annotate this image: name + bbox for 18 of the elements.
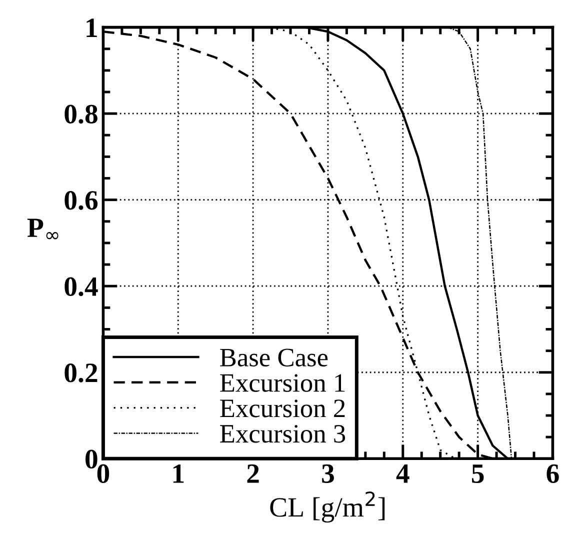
legend-label: Base Case: [220, 348, 328, 366]
x-tick-label: 6: [546, 464, 559, 484]
y-tick-label: 1: [86, 18, 97, 37]
x-tick-label: 5: [472, 464, 484, 484]
y-tick-label: 0.2: [64, 364, 98, 382]
x-tick-label: 2: [247, 464, 259, 483]
y-axis-title: P$_{∞}$: [27, 218, 58, 240]
y-tick-label: 0: [86, 450, 98, 469]
legend-label: Excursion 1: [220, 374, 345, 392]
x-tick-label: 4: [396, 464, 410, 483]
x-tick-label: 3: [322, 464, 334, 484]
y-tick-label: 0.6: [64, 191, 98, 210]
y-tick-label: 0.8: [64, 104, 98, 124]
x-axis-title: CL [g/m$^{2}$]: [270, 491, 385, 523]
legend-label: Excursion 2: [220, 400, 345, 418]
y-tick-label: 0.4: [64, 277, 98, 296]
legend-label: Excursion 3: [220, 424, 346, 443]
x-tick-label: 1: [173, 464, 184, 483]
